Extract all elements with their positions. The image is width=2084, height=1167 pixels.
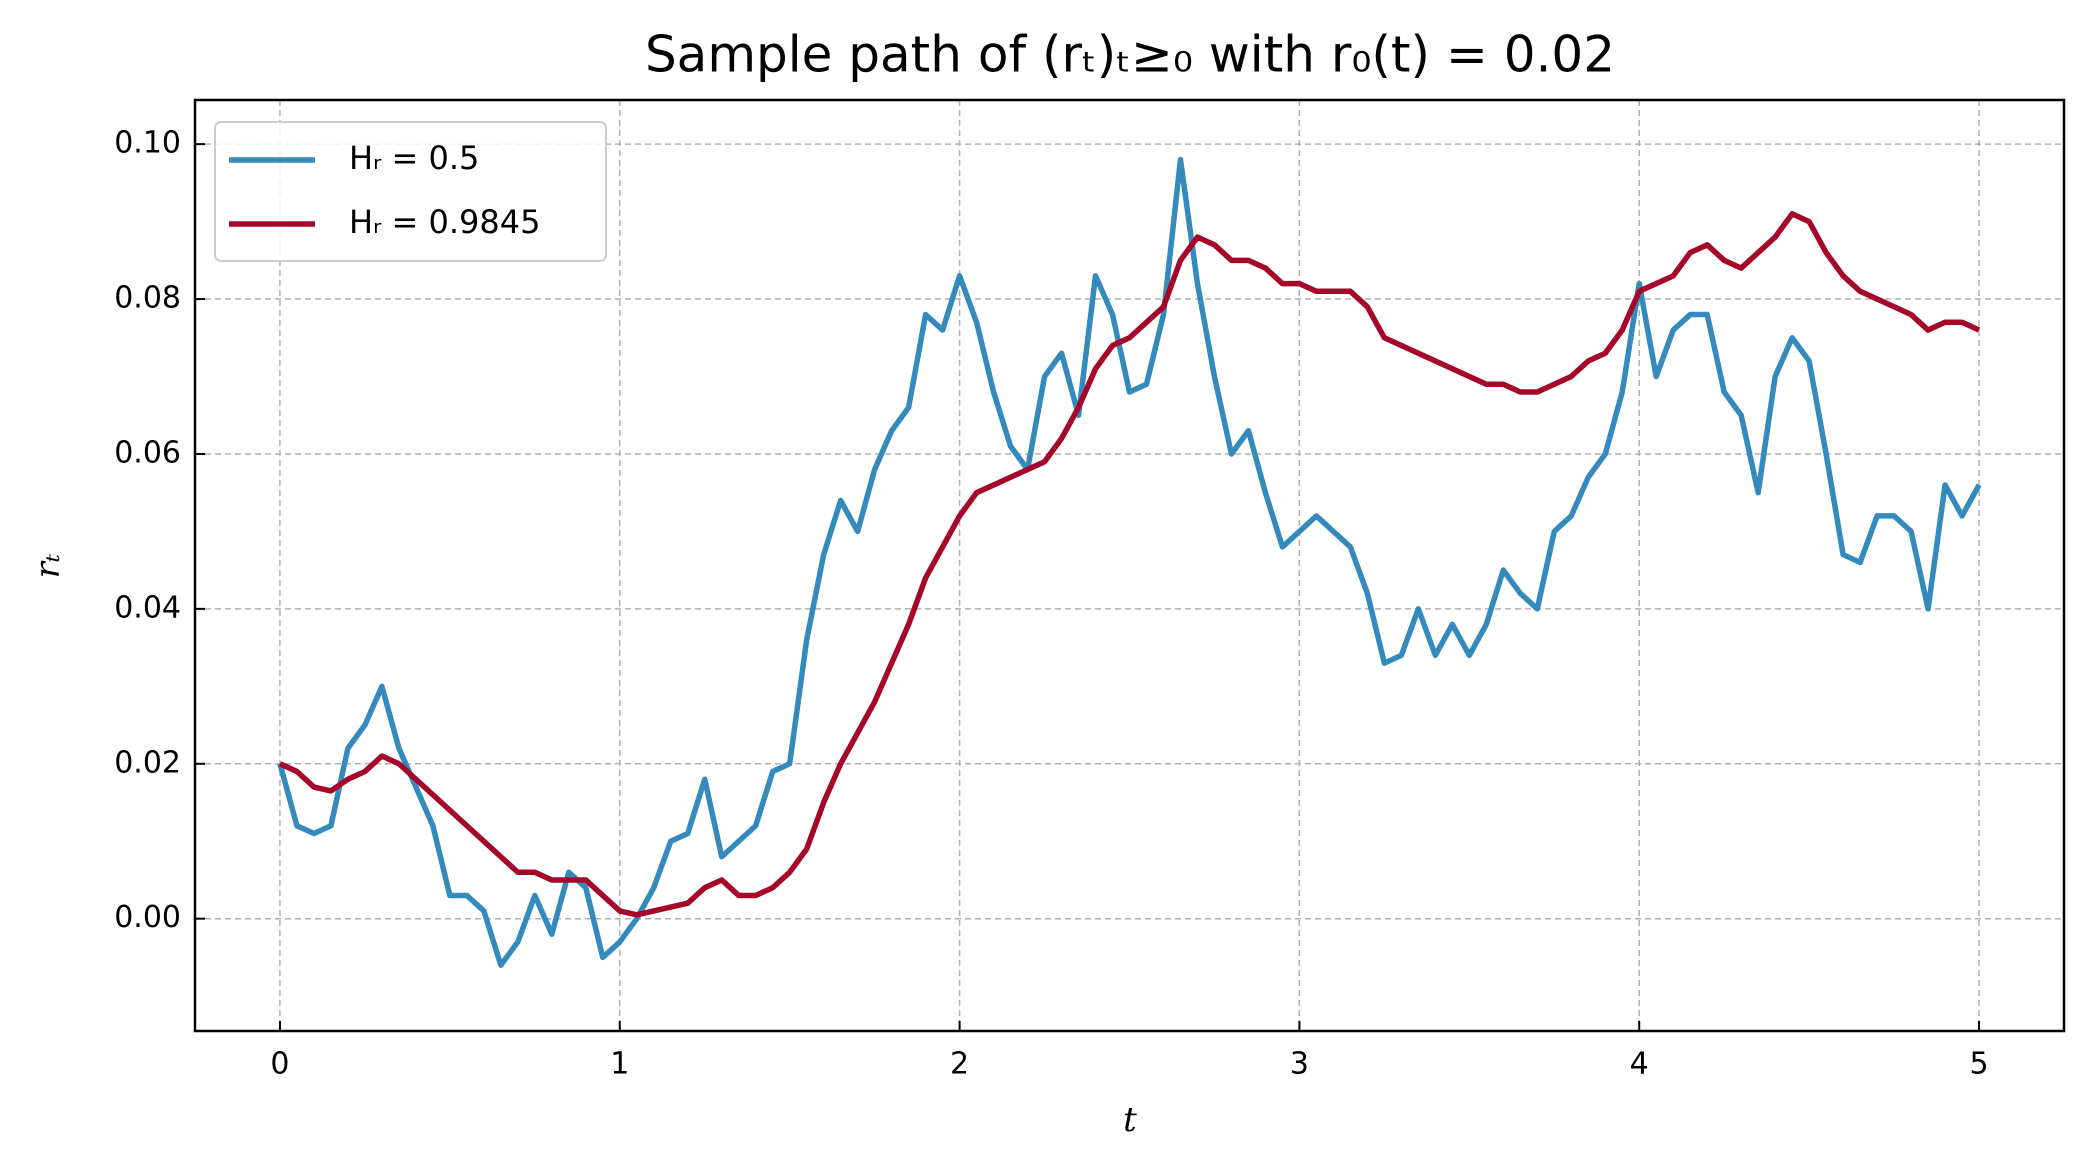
x-tick-label: 5	[1969, 1047, 1988, 1082]
legend-label: Hᵣ = 0.5	[349, 139, 479, 177]
y-tick-label: 0.08	[114, 281, 181, 316]
x-axis-label: t	[1123, 1100, 1137, 1140]
x-tick-label: 1	[610, 1047, 629, 1082]
series-line	[277, 156, 1982, 968]
x-tick-label: 2	[950, 1047, 969, 1082]
series-line	[278, 211, 1981, 918]
x-tick-label: 3	[1290, 1047, 1309, 1082]
legend-label: Hᵣ = 0.9845	[349, 203, 540, 241]
y-axis-label: rₜ	[28, 553, 68, 578]
y-tick-label: 0.04	[114, 590, 181, 625]
plot-frame	[193, 98, 2066, 1033]
y-tick-label: 0.02	[114, 745, 181, 780]
chart-title: Sample path of (rₜ)ₜ≥₀ with r₀(t) = 0.02	[645, 26, 1615, 84]
x-tick-label: 4	[1630, 1047, 1649, 1082]
y-tick-label: 0.00	[114, 900, 181, 935]
y-tick-label: 0.06	[114, 435, 181, 470]
y-tick-label: 0.10	[114, 126, 181, 161]
x-tick-label: 0	[270, 1047, 289, 1082]
